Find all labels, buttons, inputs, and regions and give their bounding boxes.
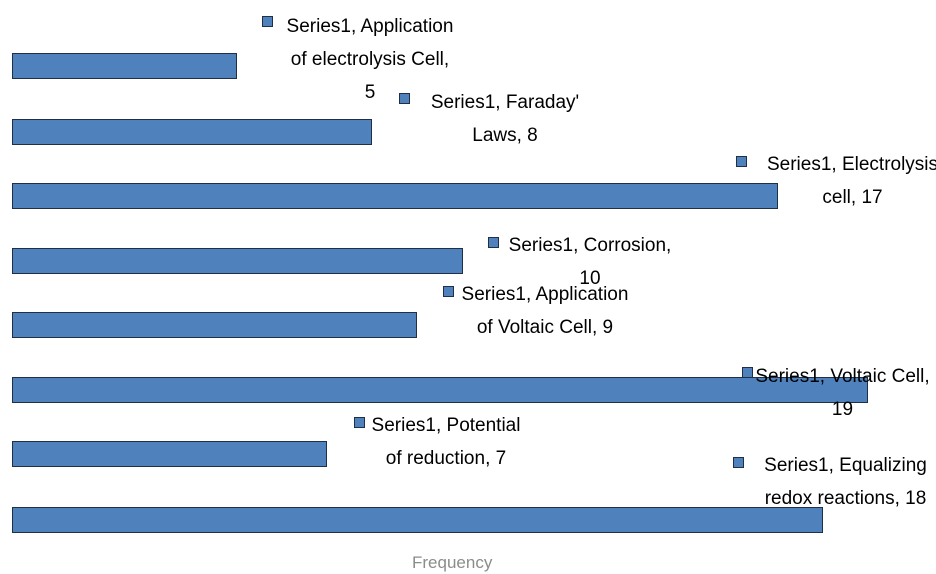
data-label: Series1Voltaic Cell19	[745, 360, 936, 426]
value-label: 7	[485, 448, 506, 469]
data-label: Series1Faraday' Laws8	[420, 86, 590, 152]
bar	[12, 53, 238, 79]
category-label: Corrosion	[573, 235, 666, 256]
legend-key	[742, 367, 753, 378]
bar	[12, 183, 778, 209]
value-label: 18	[895, 488, 927, 509]
series-name: Series1	[508, 235, 574, 256]
bar	[12, 377, 868, 403]
legend-key	[262, 16, 273, 27]
bar	[12, 507, 823, 533]
legend-key	[488, 237, 499, 248]
data-label: Series1Equalizing redox reactions18	[758, 449, 933, 515]
data-label: Series1Application of Voltaic Cell9	[460, 278, 630, 344]
legend-key	[354, 417, 365, 428]
series-name: Series1	[286, 16, 351, 37]
category-label: Voltaic Cell	[820, 366, 925, 387]
bar	[12, 312, 418, 338]
data-label: Series1Potential of reduction7	[368, 409, 524, 475]
value-label: 8	[517, 125, 538, 146]
series-name: Series1	[755, 366, 820, 387]
legend-key	[399, 93, 410, 104]
value-label: 17	[851, 187, 883, 208]
bar	[12, 119, 373, 145]
series-name: Series1	[371, 415, 436, 436]
legend-key	[443, 286, 454, 297]
series-name: Series1	[764, 455, 829, 476]
x-axis-title: Frequency	[412, 553, 493, 572]
series-name: Series1	[430, 92, 496, 113]
legend-key	[733, 457, 744, 468]
series-name: Series1	[766, 154, 832, 175]
value-label: 9	[592, 317, 613, 338]
data-label: Series1Corrosion10	[505, 229, 675, 295]
legend-key	[736, 156, 747, 167]
bar	[12, 248, 463, 274]
data-label: Series1Application of electrolysis Cell5	[285, 10, 455, 109]
data-label: Series1Electrolysis cell17	[760, 148, 936, 214]
series-name: Series1	[461, 284, 526, 305]
bar	[12, 441, 328, 467]
